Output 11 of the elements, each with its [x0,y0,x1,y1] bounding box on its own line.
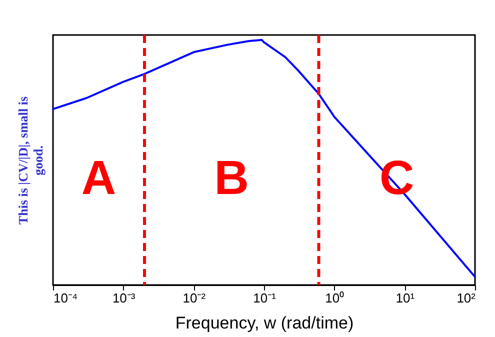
x-tick-label: 10¹ [396,290,416,306]
annotation: A [81,152,116,205]
y-axis-title: This is |CV/|D|, small is good. [16,96,46,225]
annotation: B [214,152,249,205]
x-tick-label: 10² [456,290,476,306]
x-tick-label: 10⁻³ [112,290,136,306]
x-tick-label: 10⁻⁴ [54,290,78,306]
x-tick-label: 10⁻¹ [253,290,277,306]
x-tick-label: 10⁰ [325,290,345,306]
x-axis-title: Frequency, w (rad/time) [175,314,354,332]
x-tick-label: 10⁻² [182,290,206,306]
